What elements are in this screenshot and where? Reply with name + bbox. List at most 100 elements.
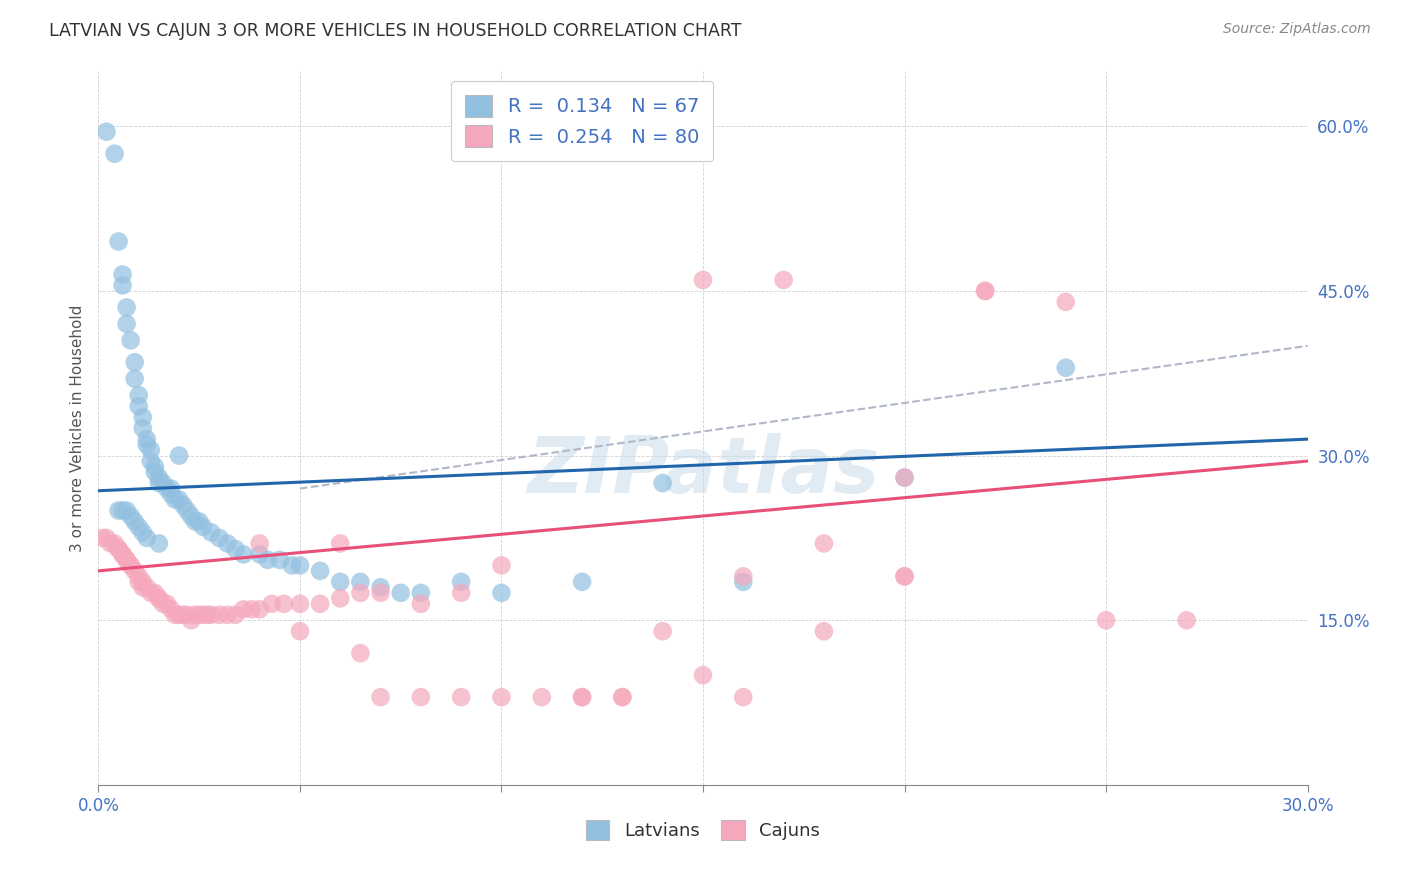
Point [188,515,211,529]
Point [96,125,118,139]
Point [128,520,150,534]
Point [172,498,194,512]
Text: LATVIAN VS CAJUN 3 OR MORE VEHICLES IN HOUSEHOLD CORRELATION CHART: LATVIAN VS CAJUN 3 OR MORE VEHICLES IN H… [49,22,742,40]
Point [160,487,183,501]
Point [208,531,231,545]
Point [167,607,190,622]
Point [128,399,150,413]
Point [232,602,254,616]
Point [195,607,218,622]
Point [115,553,138,567]
Point [135,432,157,446]
Point [143,465,166,479]
Point [132,525,155,540]
Point [329,574,352,589]
Point [329,591,352,606]
Point [288,558,311,573]
Point [1054,294,1077,309]
Point [208,607,231,622]
Point [188,607,211,622]
Point [256,553,278,567]
Point [389,586,412,600]
Text: ZIPatlas: ZIPatlas [527,433,879,509]
Legend: Latvians, Cajuns: Latvians, Cajuns [579,813,827,847]
Text: Source: ZipAtlas.com: Source: ZipAtlas.com [1223,22,1371,37]
Point [124,355,146,369]
Point [91,531,114,545]
Point [491,586,513,600]
Point [103,536,125,550]
Point [132,410,155,425]
Point [409,690,432,705]
Point [184,515,207,529]
Point [115,553,138,567]
Point [143,586,166,600]
Point [893,470,915,484]
Point [349,586,371,600]
Point [124,515,146,529]
Point [107,541,129,556]
Point [612,690,634,705]
Point [893,569,915,583]
Point [176,503,198,517]
Point [115,317,138,331]
Point [107,503,129,517]
Point [349,574,371,589]
Point [450,586,472,600]
Point [148,591,170,606]
Point [217,536,239,550]
Point [139,454,162,468]
Point [974,284,997,298]
Point [111,503,134,517]
Point [491,690,513,705]
Point [167,492,190,507]
Point [260,597,283,611]
Point [1054,360,1077,375]
Point [160,482,183,496]
Point [148,476,170,491]
Point [224,607,246,622]
Point [163,492,186,507]
Point [288,624,311,639]
Point [813,536,835,550]
Point [249,548,271,562]
Point [200,607,222,622]
Point [111,278,134,293]
Point [124,372,146,386]
Point [135,437,157,451]
Point [692,273,714,287]
Point [309,597,332,611]
Point [148,470,170,484]
Point [193,607,215,622]
Point [184,607,207,622]
Point [273,597,295,611]
Point [733,569,755,583]
Point [111,268,134,282]
Point [269,553,291,567]
Point [571,690,593,705]
Point [893,569,915,583]
Point [139,443,162,458]
Point [128,574,150,589]
Point [128,388,150,402]
Point [172,607,194,622]
Point [370,586,392,600]
Point [370,690,392,705]
Point [115,301,138,315]
Point [107,235,129,249]
Point [132,580,155,594]
Point [813,624,835,639]
Y-axis label: 3 or more Vehicles in Household: 3 or more Vehicles in Household [69,304,84,552]
Point [120,508,142,523]
Point [281,558,304,573]
Point [163,607,186,622]
Point [193,520,215,534]
Point [135,531,157,545]
Point [530,690,553,705]
Point [148,591,170,606]
Point [152,597,174,611]
Point [217,607,239,622]
Point [733,574,755,589]
Point [139,586,162,600]
Point [107,541,129,556]
